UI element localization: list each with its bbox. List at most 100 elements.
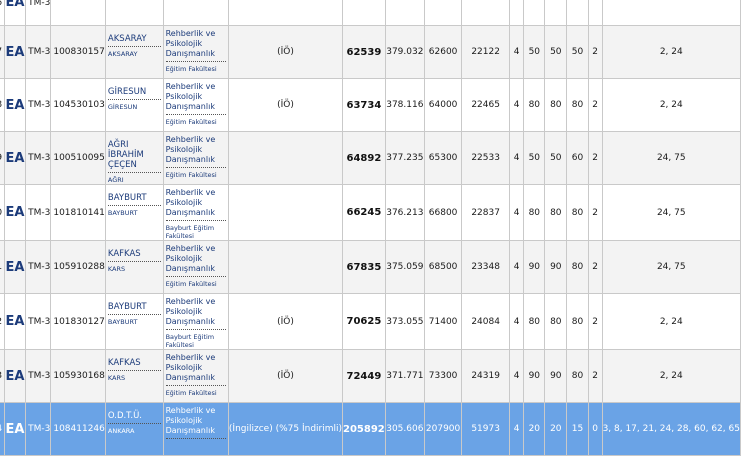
duration: 4	[509, 78, 525, 132]
program-title[interactable]: Rehberlik ve Psikolojik Danışmanlık	[165, 406, 226, 439]
table-row: 58EATM-3104530103GİRESUNGİRESUNRehberlik…	[0, 78, 742, 132]
program-title[interactable]: Rehberlik ve Psikolojik Danışmanlık	[165, 188, 226, 221]
score-type: TM-3	[25, 349, 52, 403]
quota	[523, 0, 546, 26]
first-rank: 73300	[423, 349, 463, 403]
program-type: EA	[3, 349, 27, 403]
score-type: TM-3	[25, 78, 52, 132]
first-rank: 207900	[423, 402, 463, 456]
program-code: 104530103	[50, 78, 106, 132]
program-name: Rehberlik ve Psikolojik Danışmanlık Eğiti…	[162, 25, 229, 79]
conditions: 2, 24	[601, 78, 742, 132]
vacant: 2	[587, 349, 603, 403]
university-city: BAYBURT	[107, 318, 138, 326]
program-name: Rehberlik ve Psikolojik Danışmanlık Eğiti…	[162, 240, 229, 294]
score-type: TM-3	[25, 240, 52, 294]
program-title[interactable]: Rehberlik ve Psikolojik Danışmanlık	[165, 244, 226, 277]
faculty-name: Bayburt Eğitim Fakültesi	[165, 333, 215, 349]
duration: 4	[509, 402, 525, 456]
score-ratio: 371.771	[384, 349, 425, 403]
extra-quota: 80	[566, 240, 589, 294]
university-name[interactable]: O.D.T.Ü.	[107, 411, 161, 424]
program-code: 100830157	[50, 25, 106, 79]
university-city: ANKARA	[107, 427, 135, 435]
conditions: 2, 24	[601, 349, 742, 403]
university: O.D.T.Ü. ANKARA	[104, 402, 164, 456]
program-code: 105930168	[50, 349, 106, 403]
university-city: KARS	[107, 265, 126, 273]
score-ratio	[384, 0, 425, 26]
university-city: KARS	[107, 374, 126, 382]
program-code: 108411246	[50, 402, 106, 456]
faculty-name: Eğitim Fakültesi	[165, 280, 217, 288]
score-type: TM-3	[25, 25, 52, 79]
quota: 80	[523, 78, 546, 132]
university-name[interactable]: KAFKAS	[107, 358, 161, 371]
faculty-name: Eğitim Fakültesi	[165, 171, 217, 179]
conditions: 24, 75	[601, 131, 742, 185]
program-note: (İÖ)	[227, 349, 344, 403]
university-name[interactable]: BAYBURT	[107, 193, 161, 206]
program-name: Rehberlik ve Psikolojik Danışmanlık Eğiti…	[162, 78, 229, 132]
faculty-name: Eğitim Fakültesi	[165, 118, 217, 126]
program-note: (İÖ)	[227, 293, 344, 350]
program-note	[227, 0, 344, 26]
university-name[interactable]: BAYBURT	[107, 302, 161, 315]
extra-quota: 80	[566, 349, 589, 403]
vacant: 2	[587, 25, 603, 79]
score-type: TM-3	[25, 131, 52, 185]
program-title[interactable]: Rehberlik ve Psikolojik Danışmanlık	[165, 82, 226, 115]
program-type: EA	[3, 240, 27, 294]
program-title[interactable]: Rehberlik ve Psikolojik Danışmanlık	[165, 29, 226, 62]
university: AĞRI İBRAHİM ÇEÇEN AĞRI	[104, 131, 164, 185]
university: AKSARAY AKSARAY	[104, 25, 164, 79]
quota: 80	[523, 293, 546, 350]
program-name: Rehberlik ve Psikolojik Danışmanlık Eğiti…	[162, 131, 229, 185]
university: BAYBURT BAYBURT	[104, 184, 164, 241]
placed	[544, 0, 568, 26]
placed: 80	[544, 78, 568, 132]
extra-quota: 15	[566, 402, 589, 456]
program-code: 100510095	[50, 131, 106, 185]
conditions: 2, 24	[601, 25, 742, 79]
program-title[interactable]: Rehberlik ve Psikolojik Danışmanlık	[165, 135, 226, 168]
university-name[interactable]: GİRESUN	[107, 87, 161, 100]
program-title[interactable]: Rehberlik ve Psikolojik Danışmanlık	[165, 353, 226, 386]
extra-quota: 60	[566, 131, 589, 185]
university-name[interactable]: KAFKAS	[107, 249, 161, 262]
score-type: TM-3	[25, 293, 52, 350]
base-score: 63734	[342, 78, 386, 132]
vacant: 2	[587, 184, 603, 241]
program-code: 101810141	[50, 184, 106, 241]
quota: 90	[523, 349, 546, 403]
university-name[interactable]: AKSARAY	[107, 34, 161, 47]
rank-value: 51973	[461, 402, 511, 456]
rank-value: 22533	[461, 131, 511, 185]
base-score: 67835	[342, 240, 386, 294]
placed: 90	[544, 349, 568, 403]
university-city: YOZGAT	[108, 0, 161, 2]
base-score: 66245	[342, 184, 386, 241]
university-city: AĞRI	[107, 176, 124, 184]
score-ratio: 379.032	[384, 25, 425, 79]
university-city: AKSARAY	[107, 50, 138, 58]
quota: 50	[523, 131, 546, 185]
score-type: TM-3	[25, 184, 52, 241]
conditions: 2, 24	[601, 293, 742, 350]
program-note: (İngilizce) (%75 İndirimli)	[227, 402, 344, 456]
first-rank: 66800	[423, 184, 463, 241]
conditions	[601, 0, 742, 26]
rank-value	[461, 0, 511, 26]
university: KAFKAS KARS	[104, 349, 164, 403]
university-name[interactable]: AĞRI İBRAHİM ÇEÇEN	[107, 140, 161, 173]
program-name: Rehberlik ve Psikolojik Danışmanlık Baybu…	[162, 184, 229, 241]
first-rank: 64000	[423, 78, 463, 132]
extra-quota: 80	[566, 293, 589, 350]
program-title[interactable]: Rehberlik ve Psikolojik Danışmanlık	[165, 297, 226, 330]
quota: 80	[523, 184, 546, 241]
duration: 4	[509, 293, 525, 350]
score-ratio: 378.116	[384, 78, 425, 132]
vacant	[587, 0, 603, 26]
first-rank: 71400	[423, 293, 463, 350]
